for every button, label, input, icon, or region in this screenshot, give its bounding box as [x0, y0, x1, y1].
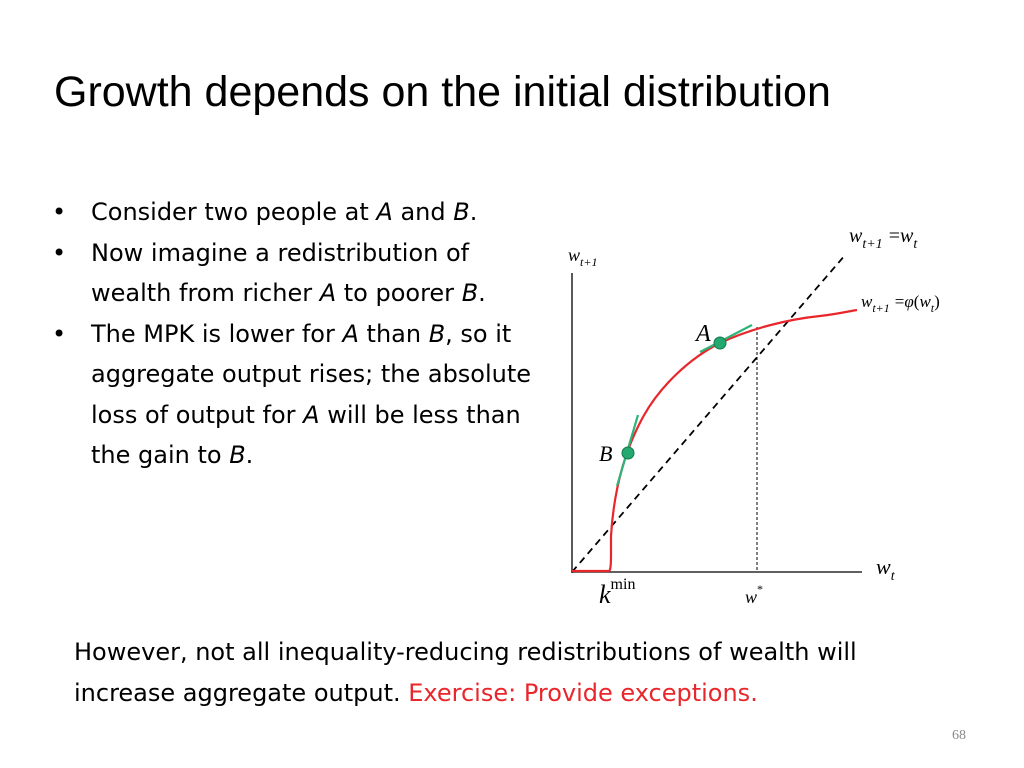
bullet-text-fragment: to poorer [336, 279, 462, 307]
bullet-text-fragment: B [461, 279, 479, 307]
bullet-item: • Consider two people at A and B. [52, 192, 552, 233]
y-axis-label: wt+1 [568, 245, 597, 269]
point-b-label: B [599, 441, 612, 466]
bullet-text-fragment: , so it aggregate output rises; the abso… [91, 319, 532, 429]
bullet-text-fragment: B [453, 198, 470, 226]
bullet-text-fragment: Now imagine a redistribution of wealth f… [91, 238, 470, 308]
bullet-dot: • [52, 319, 67, 348]
wstar-label: w* [745, 582, 763, 607]
page-number: 68 [952, 728, 966, 743]
tangent-line-a [699, 324, 753, 353]
line-45-degree [571, 253, 847, 573]
point-a-label: A [694, 321, 711, 347]
curve-label: wt+1 =φ(wt) [861, 292, 940, 315]
conclusion-main: However, not all inequality-reducing red… [74, 638, 857, 707]
bullet-text-fragment: and [392, 198, 454, 226]
bullet-item: • Now imagine a redistribution of wealth … [52, 233, 552, 314]
bullet-text-fragment: A [303, 400, 320, 429]
bullet-text-fragment: . [245, 441, 254, 469]
bullet-text-fragment: . [469, 198, 478, 226]
point-b-marker [621, 446, 635, 460]
bullet-text-fragment: A [342, 319, 359, 348]
point-a-marker [713, 336, 727, 350]
kmin-label: kmin [599, 576, 635, 609]
phi-curve [572, 308, 858, 573]
bullet-text-fragment: B [428, 319, 446, 348]
bullet-dot: • [52, 198, 67, 226]
conclusion-text: However, not all inequality-reducing red… [74, 632, 954, 713]
bullet-text-fragment: . [478, 279, 486, 307]
line-45-label: wt+1 =wt [849, 225, 918, 252]
slide-title: Growth depends on the initial distributi… [54, 68, 831, 116]
bullet-list: • Consider two people at A and B. • Now ima… [52, 192, 552, 476]
bullet-text-fragment: A [376, 198, 393, 226]
x-axis-label: wt [876, 554, 896, 584]
bullet-text-fragment: will be less than the gain to [91, 400, 521, 470]
bullet-item: • The MPK is lower for A than B, so it ag… [52, 314, 552, 476]
bullet-text-fragment: The MPK is lower for [91, 319, 343, 348]
bullet-text-fragment: than [358, 319, 429, 348]
exercise-prompt: Exercise: Provide exceptions. [408, 678, 758, 707]
bullet-dot: • [52, 238, 67, 267]
bullet-text-fragment: Consider two people at [91, 198, 377, 226]
bullet-text-fragment: B [229, 441, 246, 469]
bullet-text-fragment: A [319, 279, 337, 307]
